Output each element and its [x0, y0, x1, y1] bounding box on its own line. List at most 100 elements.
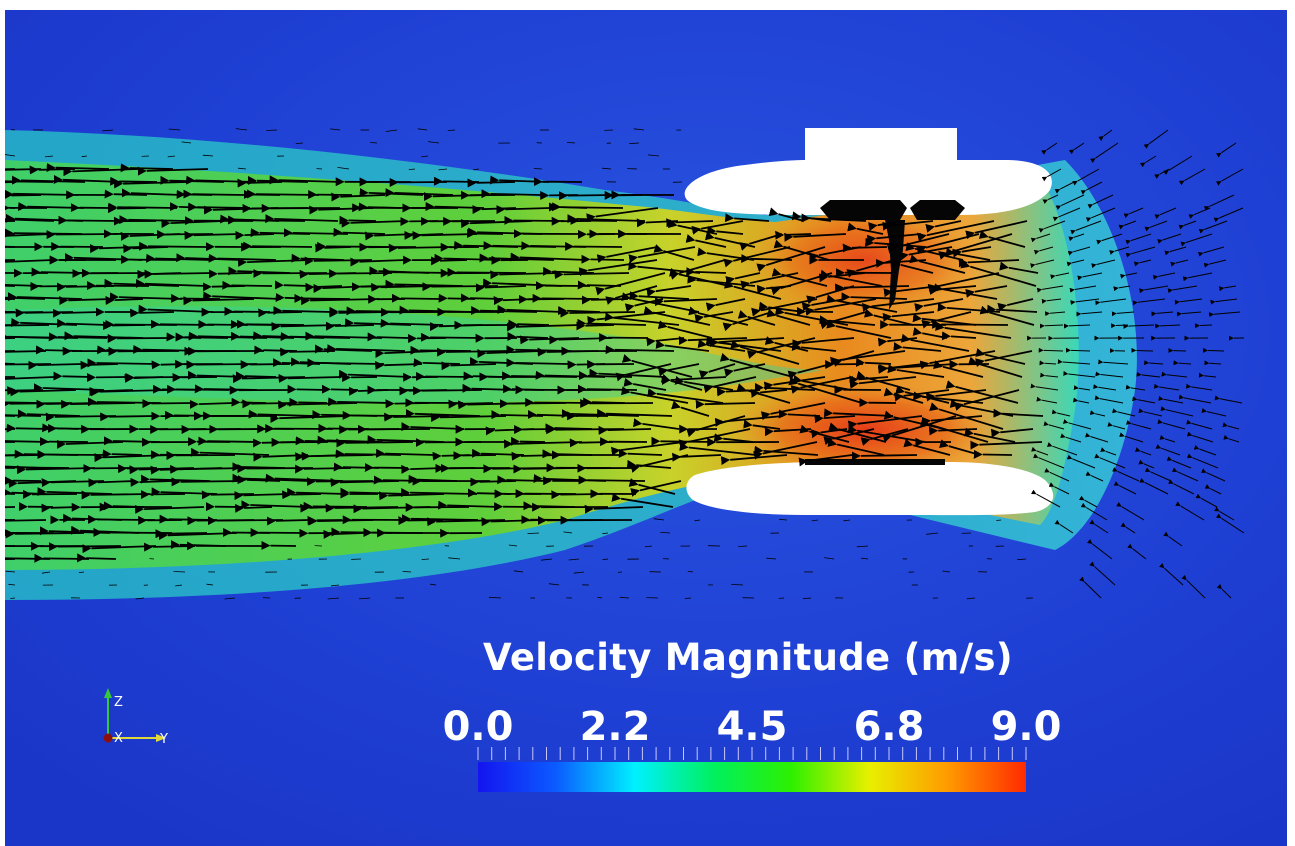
velocity-arrow — [266, 129, 278, 131]
velocity-arrow — [430, 583, 437, 586]
velocity-arrow — [1171, 467, 1199, 482]
velocity-arrow — [1116, 501, 1145, 521]
velocity-arrow — [843, 519, 851, 522]
velocity-arrow — [586, 207, 659, 223]
velocity-arrow — [10, 387, 77, 397]
velocity-arrow — [1085, 471, 1104, 482]
velocity-arrow — [1181, 574, 1206, 599]
velocity-arrow — [1098, 359, 1129, 365]
velocity-arrow — [1168, 479, 1195, 495]
velocity-arrow — [388, 243, 453, 253]
velocity-arrow — [1113, 481, 1137, 495]
velocity-arrow — [1170, 259, 1189, 267]
velocity-arrow — [6, 423, 52, 433]
velocity-arrow — [566, 142, 576, 144]
velocity-arrow — [914, 298, 964, 312]
velocity-arrow-field — [5, 128, 1245, 600]
velocity-arrow — [1201, 408, 1227, 417]
velocity-arrow — [798, 454, 853, 467]
velocity-arrow — [510, 436, 546, 446]
velocity-arrow — [647, 154, 660, 157]
velocity-arrow — [412, 386, 483, 396]
velocity-arrow — [119, 215, 189, 225]
velocity-arrow — [1079, 495, 1098, 508]
velocity-arrow — [621, 292, 700, 313]
velocity-arrow — [921, 415, 983, 426]
render-viewport[interactable]: Z X Y Velocity Magnitude (m/s) 0.0 2.2 4.5… — [5, 10, 1287, 846]
velocity-arrow — [917, 220, 995, 242]
velocity-arrow — [596, 246, 658, 264]
velocity-arrow — [738, 545, 748, 547]
velocity-arrow — [1157, 233, 1182, 244]
velocity-arrow — [1159, 562, 1184, 586]
velocity-arrow — [234, 503, 273, 513]
velocity-arrow — [756, 284, 792, 294]
velocity-arrow — [207, 516, 284, 526]
velocity-arrow — [935, 321, 1012, 339]
velocity-arrow — [327, 344, 406, 354]
velocity-arrow — [1044, 467, 1070, 482]
velocity-arrow — [447, 267, 527, 277]
velocity-arrow — [1160, 406, 1194, 417]
velocity-arrow — [130, 477, 173, 487]
velocity-arrow — [619, 596, 630, 599]
velocity-arrow — [864, 237, 927, 248]
velocity-arrow — [618, 448, 663, 458]
velocity-arrow — [602, 167, 612, 170]
velocity-arrow — [1139, 155, 1157, 168]
velocity-arrow — [990, 428, 1034, 438]
velocity-arrow — [5, 259, 16, 262]
velocity-arrow — [860, 428, 909, 446]
velocity-arrow — [278, 374, 342, 384]
velocity-arrow — [653, 244, 695, 261]
velocity-arrow — [391, 293, 441, 303]
velocity-arrow — [973, 449, 1013, 459]
velocity-arrow — [93, 527, 173, 537]
velocity-arrow — [383, 267, 456, 277]
velocity-arrow — [1039, 360, 1057, 366]
velocity-arrow — [337, 167, 350, 170]
velocity-arrow — [1054, 519, 1074, 534]
velocity-arrow — [401, 488, 478, 498]
velocity-arrow — [222, 280, 273, 290]
velocity-arrow — [120, 163, 174, 173]
velocity-arrow — [5, 529, 85, 539]
velocity-arrow — [527, 532, 540, 534]
velocity-arrow — [202, 154, 214, 157]
velocity-arrow — [427, 517, 506, 527]
velocity-arrow — [5, 363, 52, 366]
legend-tick-label: 9.0 — [990, 704, 1062, 750]
velocity-arrow — [58, 215, 119, 225]
velocity-arrow — [766, 557, 777, 560]
velocity-arrow — [467, 178, 516, 188]
velocity-arrow — [584, 504, 644, 514]
velocity-arrow — [1155, 444, 1181, 456]
velocity-arrow — [1076, 311, 1103, 317]
velocity-arrow — [554, 270, 630, 280]
velocity-arrow — [993, 408, 1044, 418]
velocity-arrow — [282, 490, 322, 500]
velocity-arrow — [206, 583, 214, 586]
velocity-arrow — [751, 298, 818, 317]
velocity-arrow — [1138, 408, 1163, 417]
velocity-arrow — [686, 267, 727, 277]
velocity-arrow — [269, 175, 343, 185]
velocity-arrow — [265, 214, 339, 224]
velocity-arrow — [724, 363, 766, 378]
velocity-arrow — [1017, 558, 1027, 561]
velocity-arrow — [328, 397, 392, 407]
velocity-arrow — [171, 477, 244, 487]
velocity-arrow — [1167, 285, 1198, 294]
velocity-arrow — [5, 506, 16, 509]
velocity-arrow — [1186, 453, 1219, 469]
velocity-arrow — [532, 293, 600, 303]
velocity-arrow — [434, 253, 501, 263]
velocity-arrow — [1188, 207, 1211, 219]
velocity-arrow — [1139, 478, 1169, 495]
velocity-arrow — [173, 571, 186, 573]
velocity-arrow — [883, 387, 924, 404]
velocity-arrow — [1166, 456, 1192, 469]
velocity-arrow — [1161, 371, 1188, 378]
velocity-arrow — [1030, 259, 1055, 269]
velocity-arrow — [802, 597, 812, 600]
